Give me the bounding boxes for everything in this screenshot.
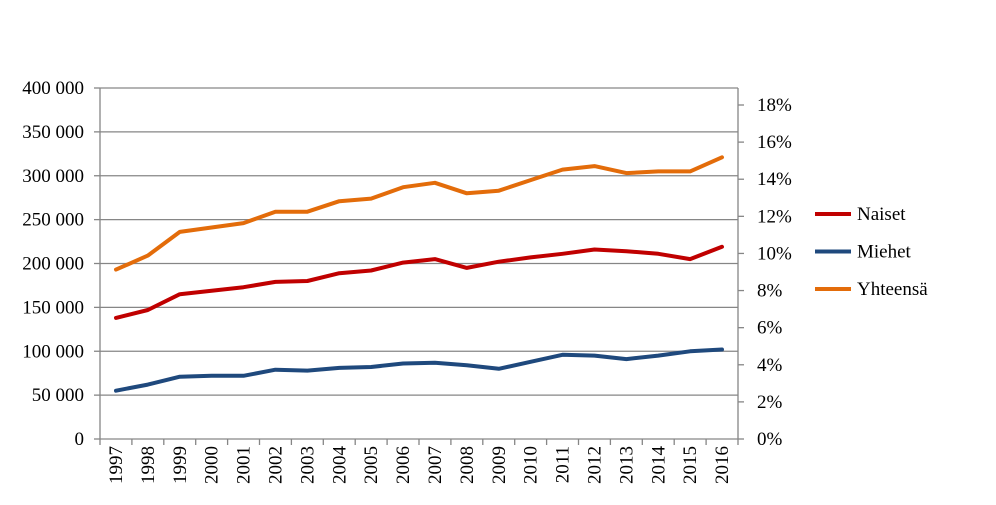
x-tick-label: 1997 (106, 446, 127, 484)
x-tick-label: 2013 (616, 446, 637, 484)
x-tick-label: 2016 (712, 446, 733, 484)
series-lines (114, 155, 724, 393)
y-tick-label: 150 000 (22, 297, 84, 318)
x-tick-label: 2001 (234, 446, 255, 484)
x-tick-label: 2007 (425, 446, 446, 484)
legend: Naiset Miehet Yhteensä (815, 204, 928, 300)
y2-tick-label: 2% (757, 392, 783, 413)
right-axis-ticks: 0% 2% 4% 6% 8% 10% 12% 14% 16% 18% (738, 95, 792, 450)
x-axis-ticks: 1997 1998 1999 2000 2001 2002 2003 2004 2005 2006… (99, 439, 739, 485)
y2-tick-label: 6% (757, 318, 783, 339)
x-tick-label: 2012 (584, 446, 605, 484)
gridlines (100, 87, 738, 396)
y2-tick-label: 14% (757, 169, 792, 190)
y2-tick-label: 0% (757, 429, 783, 450)
x-tick-label: 2014 (648, 446, 669, 485)
y2-tick-label: 8% (757, 281, 783, 302)
x-tick-label: 2004 (329, 446, 350, 485)
y2-tick-label: 10% (757, 243, 792, 264)
y-tick-label: 400 000 (22, 78, 84, 99)
y-tick-label: 200 000 (22, 254, 84, 275)
x-tick-label: 2008 (457, 446, 478, 484)
x-tick-label: 2015 (680, 446, 701, 484)
legend-label: Miehet (857, 242, 912, 263)
y-tick-label: 250 000 (22, 210, 84, 231)
series-line-naiset (114, 244, 724, 320)
left-axis-ticks: 0 50 000 100 000 150 000 200 000 250 000 300 0… (22, 78, 100, 450)
y2-tick-label: 18% (757, 95, 792, 116)
y2-tick-label: 16% (757, 132, 792, 153)
series-line-yhteensä (114, 155, 724, 272)
x-tick-label: 2011 (553, 446, 574, 483)
x-tick-label: 2002 (265, 446, 286, 484)
x-tick-label: 1998 (138, 446, 159, 484)
x-tick-label: 2010 (521, 446, 542, 484)
x-tick-label: 2003 (297, 446, 318, 484)
x-tick-label: 2005 (361, 446, 382, 484)
y-tick-label: 300 000 (22, 166, 84, 187)
y-tick-label: 350 000 (22, 122, 84, 143)
x-tick-label: 2006 (393, 446, 414, 484)
y-tick-label: 0 (75, 429, 85, 450)
y2-tick-label: 12% (757, 206, 792, 227)
series-line-miehet (114, 347, 724, 393)
x-tick-label: 2009 (489, 446, 510, 484)
legend-label: Naiset (857, 204, 906, 225)
y-tick-label: 50 000 (32, 385, 84, 406)
x-tick-label: 1999 (170, 446, 191, 484)
y-tick-label: 100 000 (22, 341, 84, 362)
x-tick-label: 2000 (202, 446, 223, 484)
legend-label: Yhteensä (857, 279, 928, 300)
y2-tick-label: 4% (757, 355, 783, 376)
